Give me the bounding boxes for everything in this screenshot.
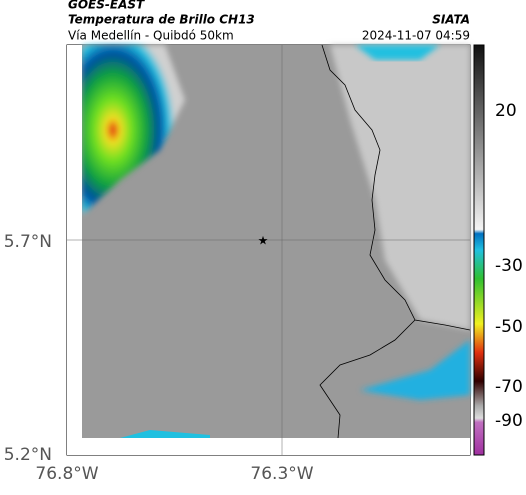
title: Temperatura de Brillo CH13	[68, 13, 255, 27]
cloud-bottom-right	[360, 340, 470, 400]
warm-area	[330, 45, 470, 330]
lat-label: 5.2°N	[4, 445, 52, 465]
colorbar-tick-label: -70	[495, 377, 523, 397]
datetime: 2024-11-07 04:59	[362, 29, 470, 43]
colorbar-tick-label: -50	[495, 317, 523, 337]
source: GOES-EAST	[68, 0, 145, 12]
lat-label: 5.7°N	[4, 232, 52, 252]
colorbar	[473, 44, 485, 456]
bottom-margin	[67, 438, 470, 455]
lon-label: 76.3°W	[250, 464, 313, 484]
colorbar-tick-label: 20	[495, 101, 517, 121]
colorbar-tick-label: -90	[495, 411, 523, 431]
border	[319, 44, 471, 439]
cloud-bottom	[120, 430, 210, 438]
left-margin	[67, 45, 82, 455]
lon-label: 76.8°W	[35, 464, 98, 484]
route: Vía Medellín - Quibdó 50km	[68, 29, 234, 43]
cloud-top-left	[82, 45, 185, 215]
colorbar-ticks: 20 -30 -50 -70 -90	[495, 101, 523, 431]
org: SIATA	[432, 13, 470, 27]
colorbar-tick-label: -30	[495, 256, 523, 276]
star-marker: ★	[258, 234, 269, 248]
cloud-top	[355, 45, 440, 60]
map: ★	[66, 44, 471, 456]
